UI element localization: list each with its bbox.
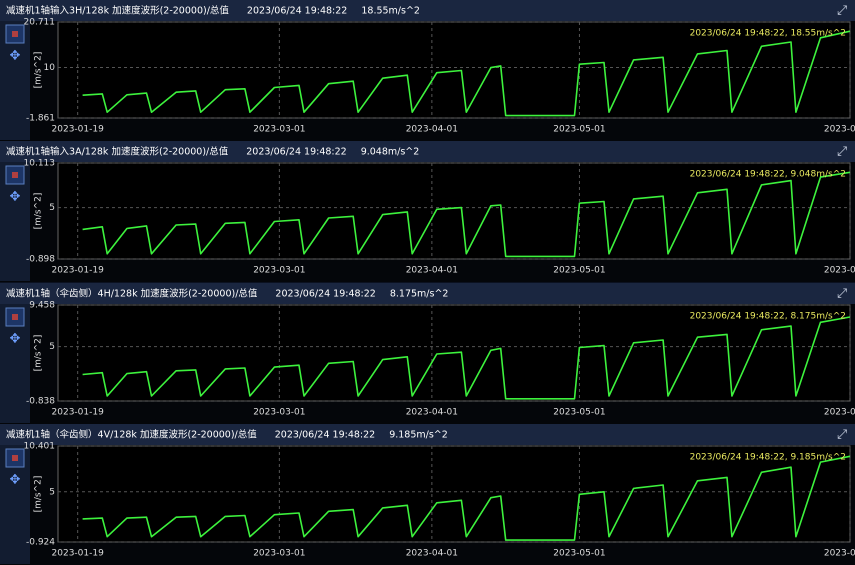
trend-line xyxy=(82,30,851,117)
channel-icon-dot xyxy=(12,455,18,461)
panel-header xyxy=(0,0,855,21)
expand-icon[interactable]: ⤢ xyxy=(837,428,847,443)
panel-title: 减速机1轴输入3A/128k 加速度波形(2-20000)/总值 xyxy=(6,146,229,158)
y-tick-label: 5 xyxy=(49,203,55,213)
y-tick-label: 5 xyxy=(49,342,55,352)
panel-title: 减速机1轴（伞齿侧）4V/128k 加速度波形(2-20000)/总值 xyxy=(6,429,257,441)
panel-header xyxy=(0,283,855,304)
plot-area xyxy=(57,162,851,260)
x-tick-label: 2023-06-25 xyxy=(824,408,855,418)
timestamp: 2023/06/24 19:48:22 xyxy=(246,147,346,158)
channel-icon-dot xyxy=(12,314,18,320)
x-tick-label: 2023-04-01 xyxy=(406,408,458,418)
x-tick-label: 2023-05-01 xyxy=(553,125,605,135)
y-axis-label: [m/s^2] xyxy=(34,476,44,513)
expand-icon[interactable]: ⤢ xyxy=(837,4,847,19)
panel-title: 减速机1轴（伞齿侧）4H/128k 加速度波形(2-20000)/总值 xyxy=(6,288,258,300)
x-tick-label: 2023-01-19 xyxy=(52,408,105,418)
move-icon[interactable]: ✥ xyxy=(10,49,21,64)
x-tick-label: 2023-01-19 xyxy=(52,125,105,135)
x-tick-label: 2023-04-01 xyxy=(406,549,458,559)
timestamp: 2023/06/24 19:48:22 xyxy=(247,6,347,17)
x-tick-label: 2023-04-01 xyxy=(406,125,458,135)
y-tick-label: 10.113 xyxy=(24,159,56,169)
y-tick-label: 5 xyxy=(49,487,55,497)
annotation: 2023/06/24 19:48:22, 18.55m/s^2 xyxy=(690,29,846,39)
y-axis-label: [m/s^2] xyxy=(34,335,44,372)
x-tick-label: 2023-05-01 xyxy=(553,408,605,418)
plot-area xyxy=(57,21,851,119)
panel-header xyxy=(0,424,855,445)
y-tick-label: 9.458 xyxy=(29,301,55,311)
current-value: 9.048m/s^2 xyxy=(361,147,420,158)
y-axis-label: [m/s^2] xyxy=(34,193,44,230)
annotation: 2023/06/24 19:48:22, 8.175m/s^2 xyxy=(690,312,846,322)
move-icon[interactable]: ✥ xyxy=(10,473,21,488)
annotation: 2023/06/24 19:48:22, 9.048m/s^2 xyxy=(690,170,846,180)
channel-icon-dot xyxy=(12,31,18,37)
x-tick-label: 2023-06-25 xyxy=(824,549,855,559)
trend-line xyxy=(82,171,851,258)
trend-line xyxy=(82,316,851,400)
y-tick-label: 10.401 xyxy=(24,442,56,452)
y-axis-label: [m/s^2] xyxy=(34,52,44,89)
move-icon[interactable]: ✥ xyxy=(10,332,21,347)
x-tick-label: 2023-06-25 xyxy=(824,266,855,276)
x-tick-label: 2023-03-01 xyxy=(253,549,305,559)
trend-line xyxy=(82,455,851,541)
annotation: 2023/06/24 19:48:22, 9.185m/s^2 xyxy=(690,453,846,463)
x-tick-label: 2023-05-01 xyxy=(553,266,605,276)
x-tick-label: 2023-06-25 xyxy=(824,125,855,135)
y-tick-label: 10 xyxy=(44,63,56,73)
y-tick-label: -0.898 xyxy=(26,255,55,265)
expand-icon[interactable]: ⤢ xyxy=(837,145,847,160)
current-value: 8.175m/s^2 xyxy=(390,289,449,300)
timestamp: 2023/06/24 19:48:22 xyxy=(275,289,375,300)
move-icon[interactable]: ✥ xyxy=(10,190,21,205)
plot-area xyxy=(57,445,851,543)
timestamp: 2023/06/24 19:48:22 xyxy=(275,430,375,441)
current-value: 9.185m/s^2 xyxy=(389,430,448,441)
panel-title: 减速机1轴输入3H/128k 加速度波形(2-20000)/总值 xyxy=(6,5,229,17)
y-tick-label: -1.861 xyxy=(26,114,55,124)
x-tick-label: 2023-03-01 xyxy=(253,125,305,135)
x-tick-label: 2023-03-01 xyxy=(253,266,305,276)
x-tick-label: 2023-04-01 xyxy=(406,266,458,276)
x-tick-label: 2023-01-19 xyxy=(52,549,105,559)
x-tick-label: 2023-03-01 xyxy=(253,408,305,418)
expand-icon[interactable]: ⤢ xyxy=(837,287,847,302)
current-value: 18.55m/s^2 xyxy=(361,6,420,17)
panel-header xyxy=(0,141,855,162)
x-tick-label: 2023-01-19 xyxy=(52,266,105,276)
channel-icon-dot xyxy=(12,172,18,178)
y-tick-label: -0.838 xyxy=(26,397,55,407)
x-tick-label: 2023-05-01 xyxy=(553,549,605,559)
y-tick-label: -0.924 xyxy=(26,538,55,548)
y-tick-label: 20.711 xyxy=(24,18,56,28)
